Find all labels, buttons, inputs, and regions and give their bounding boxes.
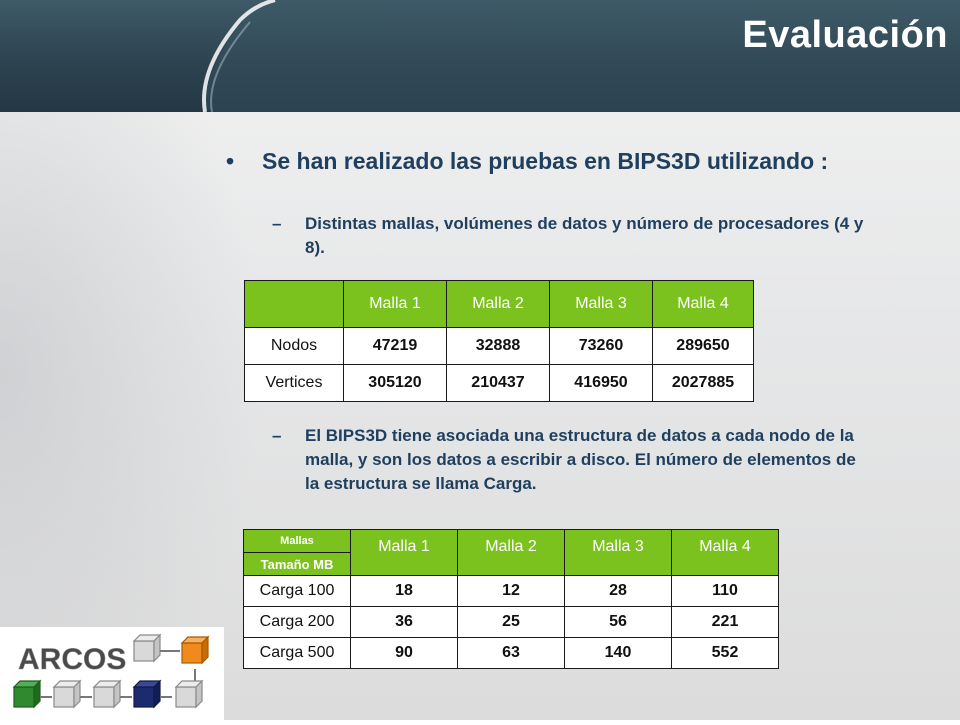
table-row: Nodos 47219 32888 73260 289650 [244, 327, 754, 365]
table-row: Carga 100 18 12 28 110 [243, 575, 779, 607]
load-size-table: Mallas Malla 1 Malla 2 Malla 3 Malla 4 T… [243, 529, 779, 669]
sub-bullet-2: – El BIPS3D tiene asociada una estructur… [272, 424, 872, 496]
table-cell: 90 [350, 637, 458, 669]
table-cell: 28 [564, 575, 672, 607]
row-label-carga500: Carga 500 [243, 637, 351, 669]
table-cell: 289650 [652, 327, 754, 365]
table-cell: 2027885 [652, 364, 754, 402]
table2-corner-mallas: Mallas [243, 529, 351, 553]
table1-header-malla1: Malla 1 [343, 280, 447, 328]
table2-header-malla2: Malla 2 [457, 529, 565, 576]
row-label-vertices: Vertices [244, 364, 344, 402]
table2-header-malla4: Malla 4 [671, 529, 779, 576]
table-cell: 56 [564, 606, 672, 638]
mesh-size-table: Malla 1 Malla 2 Malla 3 Malla 4 Nodos 47… [244, 280, 754, 402]
table-cell: 552 [671, 637, 779, 669]
bullet-marker: • [226, 148, 235, 174]
table1-header-malla4: Malla 4 [652, 280, 754, 328]
table-cell: 221 [671, 606, 779, 638]
logo-text: ARCOS [18, 643, 126, 676]
table2-corner-tamano: Tamaño MB [243, 552, 351, 576]
table-row: Carga 500 90 63 140 552 [243, 637, 779, 669]
table-cell: 63 [457, 637, 565, 669]
dash-marker: – [272, 426, 282, 445]
table-cell: 140 [564, 637, 672, 669]
table-cell: 416950 [549, 364, 653, 402]
table-cell: 47219 [343, 327, 447, 365]
main-bullet: • Se han realizado las pruebas en BIPS3D… [226, 146, 866, 176]
sub-bullet-1: – Distintas mallas, volúmenes de datos y… [272, 212, 872, 260]
table2-header-malla3: Malla 3 [564, 529, 672, 576]
row-label-carga200: Carga 200 [243, 606, 351, 638]
table-cell: 32888 [446, 327, 550, 365]
table-cell: 36 [350, 606, 458, 638]
table-cell: 110 [671, 575, 779, 607]
sub-bullet-2-text: El BIPS3D tiene asociada una estructura … [305, 426, 856, 493]
table-cell: 305120 [343, 364, 447, 402]
arcos-logo-graphic: ARCOS [12, 633, 210, 709]
dash-marker: – [272, 214, 282, 233]
row-label-carga100: Carga 100 [243, 575, 351, 607]
table1-corner [244, 280, 344, 328]
table-cell: 210437 [446, 364, 550, 402]
table1-header-malla2: Malla 2 [446, 280, 550, 328]
table2-header-malla1: Malla 1 [350, 529, 458, 576]
arcos-logo: ARCOS [0, 627, 224, 720]
row-label-nodos: Nodos [244, 327, 344, 365]
main-bullet-text: Se han realizado las pruebas en BIPS3D u… [262, 148, 829, 174]
table1-header-malla3: Malla 3 [549, 280, 653, 328]
table-row: Vertices 305120 210437 416950 2027885 [244, 364, 754, 402]
background-shade [0, 110, 260, 630]
header-decoration [0, 0, 960, 112]
table-row: Carga 200 36 25 56 221 [243, 606, 779, 638]
sub-bullet-1-text: Distintas mallas, volúmenes de datos y n… [305, 214, 864, 257]
table-cell: 25 [457, 606, 565, 638]
table-cell: 73260 [549, 327, 653, 365]
header-bar [0, 0, 960, 112]
table-cell: 12 [457, 575, 565, 607]
table-cell: 18 [350, 575, 458, 607]
slide-title: Evaluación [742, 14, 948, 56]
